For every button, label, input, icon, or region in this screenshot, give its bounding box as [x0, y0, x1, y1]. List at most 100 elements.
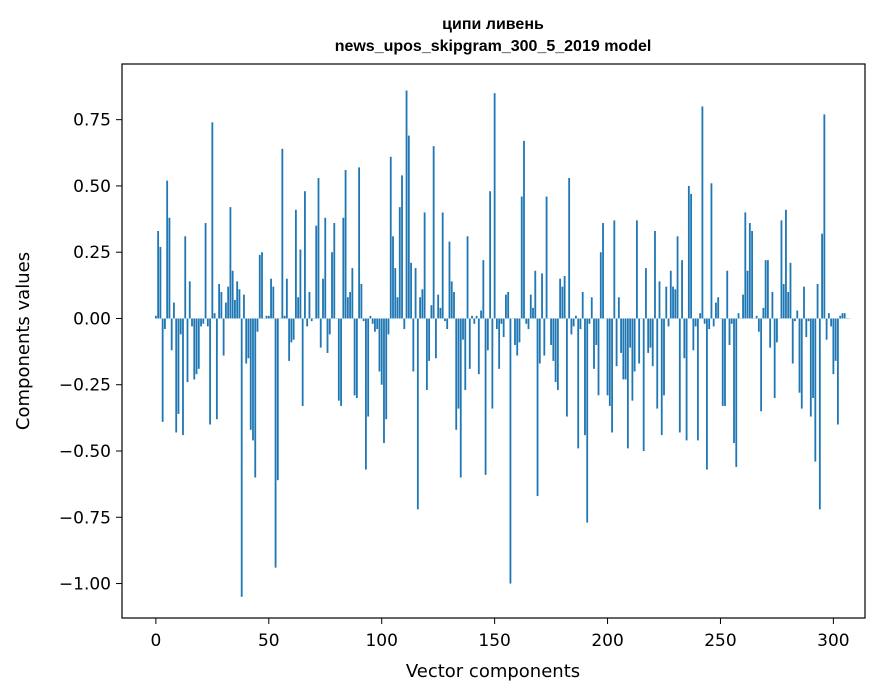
bar — [818, 318, 821, 510]
bar — [310, 318, 313, 322]
bar — [746, 270, 749, 319]
bar — [331, 252, 333, 319]
bar — [766, 260, 769, 319]
bar — [633, 318, 636, 372]
bar — [457, 318, 460, 409]
bar — [234, 299, 236, 319]
bar — [654, 231, 656, 319]
bar — [629, 318, 632, 348]
bar — [385, 318, 388, 420]
bar — [173, 302, 175, 319]
bar — [769, 318, 772, 348]
bar — [534, 270, 537, 319]
bar — [306, 318, 309, 327]
bar — [708, 318, 711, 330]
bar — [202, 318, 205, 324]
bar — [715, 302, 717, 319]
bar — [435, 318, 437, 359]
bar — [565, 318, 568, 417]
bar — [324, 217, 327, 319]
bar — [328, 318, 331, 335]
bar — [444, 318, 446, 322]
bar — [536, 318, 539, 497]
bar — [254, 318, 257, 478]
bar — [355, 318, 358, 398]
bar — [193, 318, 196, 380]
bar — [602, 223, 604, 319]
bar — [599, 252, 602, 319]
bar — [333, 223, 336, 319]
bar — [645, 268, 647, 319]
bar — [830, 318, 833, 327]
bar — [209, 318, 211, 425]
y-tick-label: −0.50 — [59, 442, 111, 462]
bar — [486, 318, 489, 351]
bar — [477, 318, 480, 375]
bar — [561, 286, 564, 319]
bar — [261, 252, 263, 319]
bar — [468, 318, 471, 369]
bars-group — [154, 90, 851, 597]
bar — [502, 318, 505, 338]
bar — [543, 318, 546, 356]
bar — [588, 318, 591, 324]
bar — [541, 273, 543, 319]
bar — [340, 318, 342, 406]
bar — [272, 286, 275, 319]
bar — [419, 297, 422, 319]
bar — [403, 318, 406, 330]
bar — [491, 318, 494, 409]
bar — [575, 315, 577, 319]
bar — [326, 318, 329, 353]
bar — [292, 318, 295, 340]
bar — [396, 297, 399, 319]
bar — [672, 286, 674, 319]
bar — [608, 318, 611, 406]
bar — [581, 291, 584, 319]
bar — [748, 223, 751, 319]
bar — [593, 318, 595, 369]
bar — [367, 318, 370, 417]
bar — [428, 318, 431, 361]
bar — [509, 318, 512, 584]
bar — [349, 291, 351, 319]
bar — [773, 318, 776, 398]
bar — [231, 270, 234, 319]
bar — [154, 315, 157, 319]
bar — [389, 156, 392, 319]
bar — [568, 177, 571, 319]
bar — [787, 291, 790, 319]
bar — [423, 212, 426, 319]
bar — [166, 180, 169, 319]
bar — [249, 318, 252, 430]
bar — [453, 291, 455, 319]
bar — [462, 318, 464, 340]
y-tick-label: 0.50 — [73, 177, 111, 197]
bar — [188, 281, 191, 319]
bar — [667, 318, 670, 327]
y-axis-label: Components values — [13, 252, 34, 430]
bar — [459, 318, 462, 478]
bar — [484, 318, 487, 475]
bar — [365, 318, 367, 470]
bar — [832, 318, 835, 375]
bar — [837, 318, 839, 425]
bar — [301, 318, 304, 406]
bar — [245, 318, 248, 364]
bar — [656, 318, 659, 409]
bar — [685, 318, 688, 441]
bar — [798, 318, 801, 393]
bar — [764, 260, 767, 319]
bar — [256, 318, 259, 332]
bar — [206, 318, 209, 327]
bar — [191, 318, 193, 327]
bar — [353, 318, 356, 396]
bar — [337, 318, 340, 401]
bar — [751, 231, 753, 319]
bar — [200, 318, 202, 327]
bar — [222, 318, 225, 356]
bar — [299, 249, 302, 319]
bar — [730, 318, 733, 324]
bar — [692, 318, 695, 351]
bar — [823, 114, 826, 319]
